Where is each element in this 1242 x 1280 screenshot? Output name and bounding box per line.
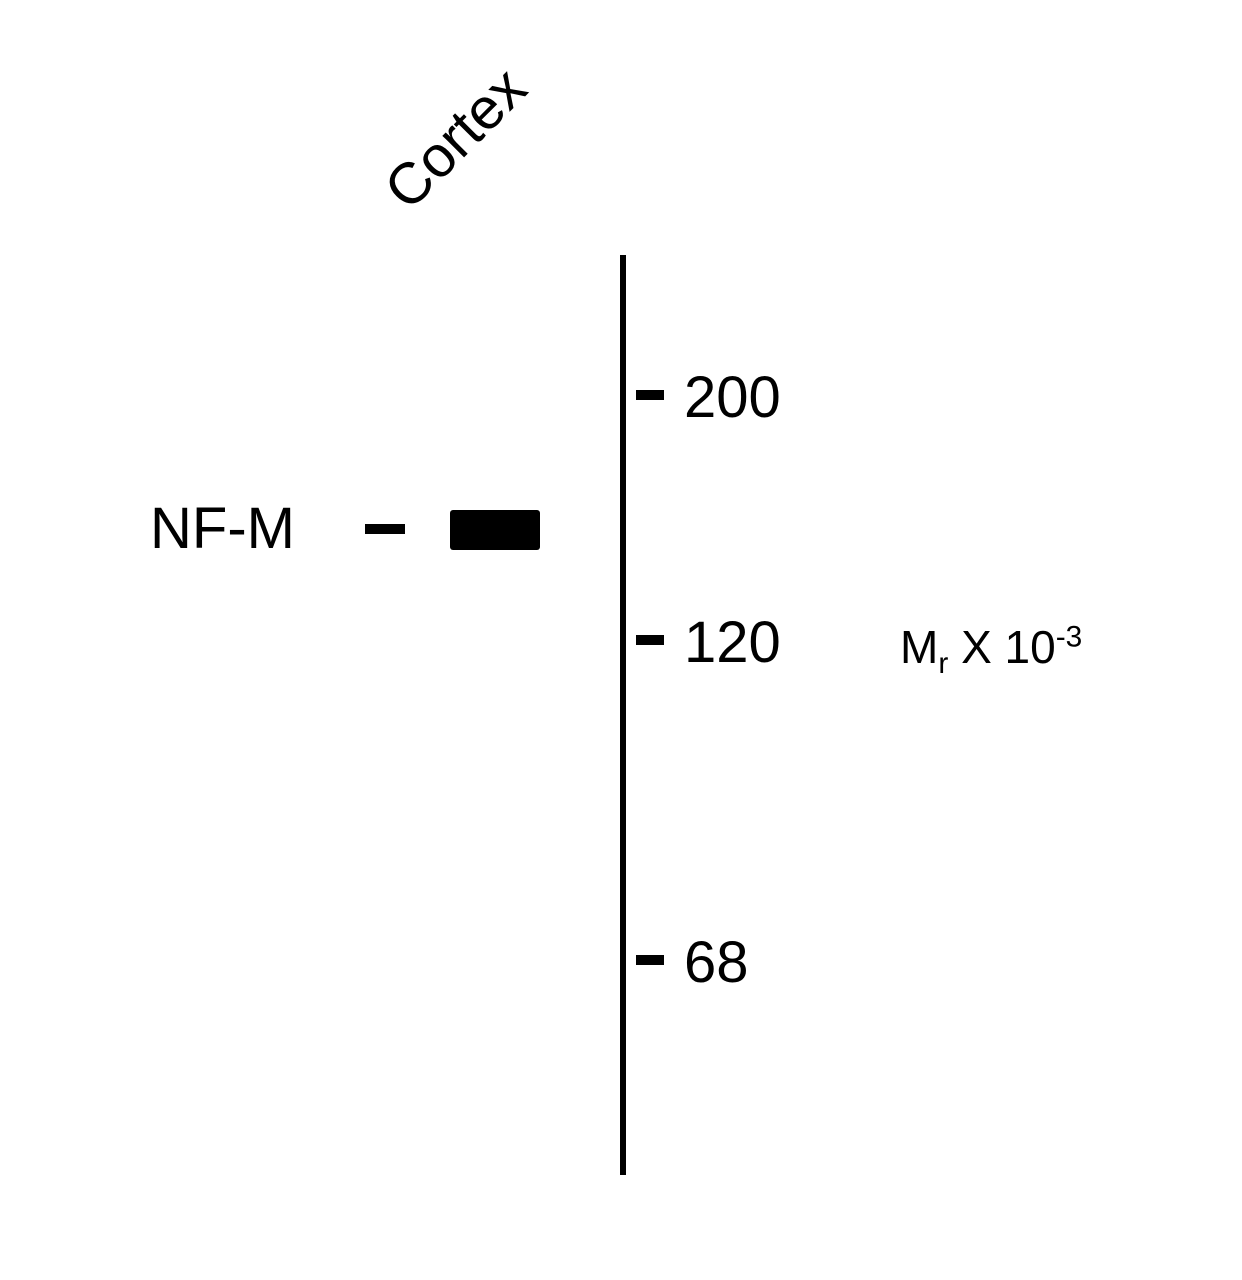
band-label-tick	[365, 524, 405, 534]
protein-band	[450, 510, 540, 550]
marker-label: 200	[684, 364, 781, 431]
marker-label: 68	[684, 929, 749, 996]
marker-tick	[636, 955, 664, 965]
lane-label: Cortex	[371, 54, 539, 222]
axis-unit-label: Mr X 10-3	[900, 620, 1082, 681]
marker-tick	[636, 635, 664, 645]
band-label: NF-M	[150, 495, 295, 562]
molecular-weight-axis	[620, 255, 626, 1175]
marker-label: 120	[684, 609, 781, 676]
marker-tick	[636, 390, 664, 400]
